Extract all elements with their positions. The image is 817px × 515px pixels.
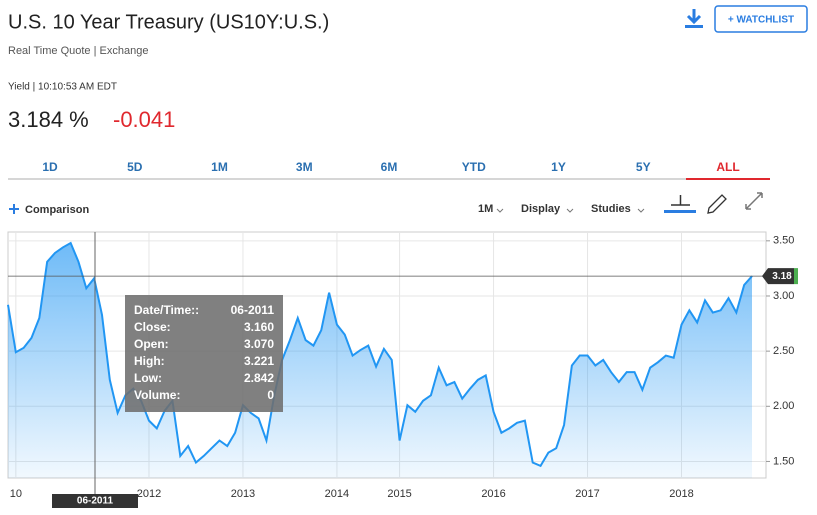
x-tick-label: 2014 [325, 488, 349, 500]
tooltip-label: Volume: [134, 388, 180, 402]
change: -0.041 [113, 107, 175, 132]
tooltip-label: Close: [134, 320, 171, 334]
tab[interactable]: 6M [381, 160, 398, 174]
expand-tool[interactable] [745, 192, 763, 210]
x-tick-label: 2012 [137, 488, 161, 500]
watchlist-box[interactable] [714, 5, 808, 33]
comparison-plus[interactable] [9, 204, 19, 214]
download-icon[interactable] [684, 8, 704, 30]
tooltip-value: 3.221 [244, 354, 274, 368]
tab[interactable]: ALL [716, 160, 739, 174]
caret [637, 208, 645, 213]
x-tick-label: 2017 [575, 488, 599, 500]
x-tick-label: 2013 [231, 488, 255, 500]
subtitle: Real Time Quote | Exchange [8, 45, 148, 57]
tooltip-label: Open: [134, 337, 169, 351]
current-label: 3.18 [772, 271, 792, 282]
tabs: 1D 5D 1M 3M 6M YTD 1Y 5Y ALL [42, 160, 739, 174]
studies[interactable]: Studies [591, 203, 631, 215]
price: 3.184 % [8, 107, 89, 132]
download-arrow [686, 9, 702, 25]
tooltip-value: 0 [267, 388, 274, 402]
tooltip-label: High: [134, 354, 165, 368]
x-tick-label: 2016 [481, 488, 505, 500]
x-tick-label: 2015 [387, 488, 411, 500]
tab[interactable]: 5Y [636, 160, 651, 174]
x-tick-label: 10 [10, 488, 22, 500]
interval[interactable]: 1M [478, 203, 493, 215]
tab[interactable]: YTD [462, 160, 486, 174]
y-tick-label: 2.00 [773, 400, 794, 412]
caret [566, 208, 574, 213]
download-base [685, 25, 703, 28]
y-tick-label: 2.50 [773, 345, 794, 357]
tooltip-label: Date/Time:: [134, 303, 199, 317]
tooltip-value: 3.070 [244, 337, 274, 351]
tab[interactable]: 5D [127, 160, 143, 174]
tooltip-label: Low: [134, 371, 162, 385]
caret [496, 208, 504, 213]
draw-tool[interactable] [707, 194, 727, 214]
crosshair-date-box [52, 494, 138, 508]
tooltip-box [125, 295, 283, 412]
crosshair-date: 06-2011 [77, 496, 114, 507]
y-tick-label: 3.00 [773, 290, 794, 302]
quote-label: Yield | 10:10:53 AM EDT [8, 82, 117, 93]
crosshair-icon [671, 195, 690, 206]
comparison[interactable]: Comparison [25, 204, 89, 216]
title: U.S. 10 Year Treasury (US10Y:U.S.) [8, 11, 329, 33]
crosshair-tool[interactable] [664, 195, 696, 213]
x-tick-label: 2018 [669, 488, 693, 500]
watchlist-button[interactable]: + WATCHLIST [714, 5, 808, 33]
display[interactable]: Display [521, 203, 561, 215]
area-fill [8, 243, 752, 478]
y-tick-label: 3.50 [773, 235, 794, 247]
tooltip-value: 2.842 [244, 371, 274, 385]
tab[interactable]: 1D [42, 160, 58, 174]
tab[interactable]: 1Y [551, 160, 566, 174]
tool-active [664, 210, 696, 213]
tooltip-value: 06-2011 [231, 303, 275, 317]
tab[interactable]: 1M [211, 160, 228, 174]
tab[interactable]: 3M [296, 160, 313, 174]
current-tag [762, 268, 794, 285]
tooltip-value: 3.160 [244, 320, 274, 334]
y-tick-label: 1.50 [773, 455, 794, 467]
watchlist-text[interactable]: + WATCHLIST [728, 15, 794, 26]
current-tag-edge [794, 268, 798, 285]
